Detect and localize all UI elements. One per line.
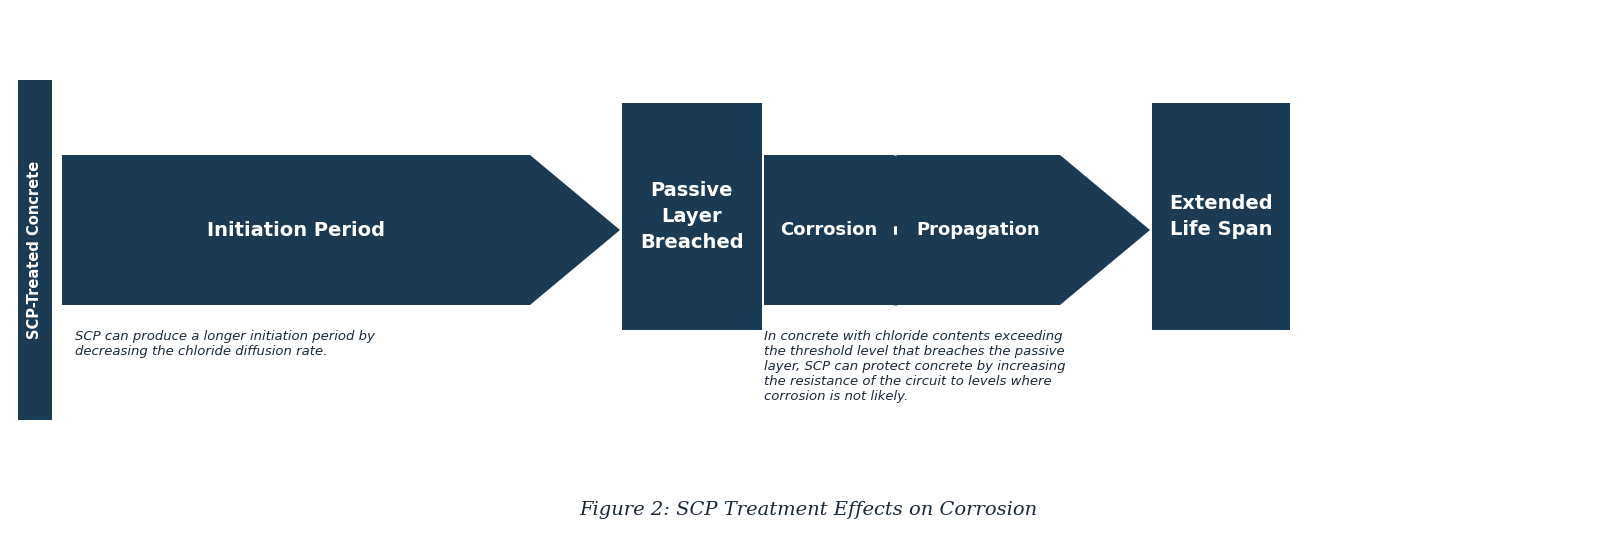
Polygon shape bbox=[61, 155, 621, 305]
Text: Corrosion: Corrosion bbox=[781, 221, 877, 239]
Text: Propagation: Propagation bbox=[916, 221, 1041, 239]
Text: Initiation Period: Initiation Period bbox=[207, 221, 385, 240]
Text: In concrete with chloride contents exceeding
the threshold level that breaches t: In concrete with chloride contents excee… bbox=[764, 330, 1065, 403]
FancyBboxPatch shape bbox=[764, 155, 894, 305]
Text: Extended
Life Span: Extended Life Span bbox=[1170, 193, 1273, 239]
FancyBboxPatch shape bbox=[1152, 103, 1290, 330]
Text: Passive
Layer
Breached: Passive Layer Breached bbox=[640, 181, 743, 252]
FancyBboxPatch shape bbox=[622, 103, 763, 330]
Polygon shape bbox=[18, 80, 52, 420]
Text: Figure 2: SCP Treatment Effects on Corrosion: Figure 2: SCP Treatment Effects on Corro… bbox=[579, 501, 1037, 519]
Text: SCP can produce a longer initiation period by
decreasing the chloride diffusion : SCP can produce a longer initiation peri… bbox=[74, 330, 375, 358]
Text: SCP-Treated Concrete: SCP-Treated Concrete bbox=[27, 161, 42, 339]
Polygon shape bbox=[897, 155, 1151, 305]
